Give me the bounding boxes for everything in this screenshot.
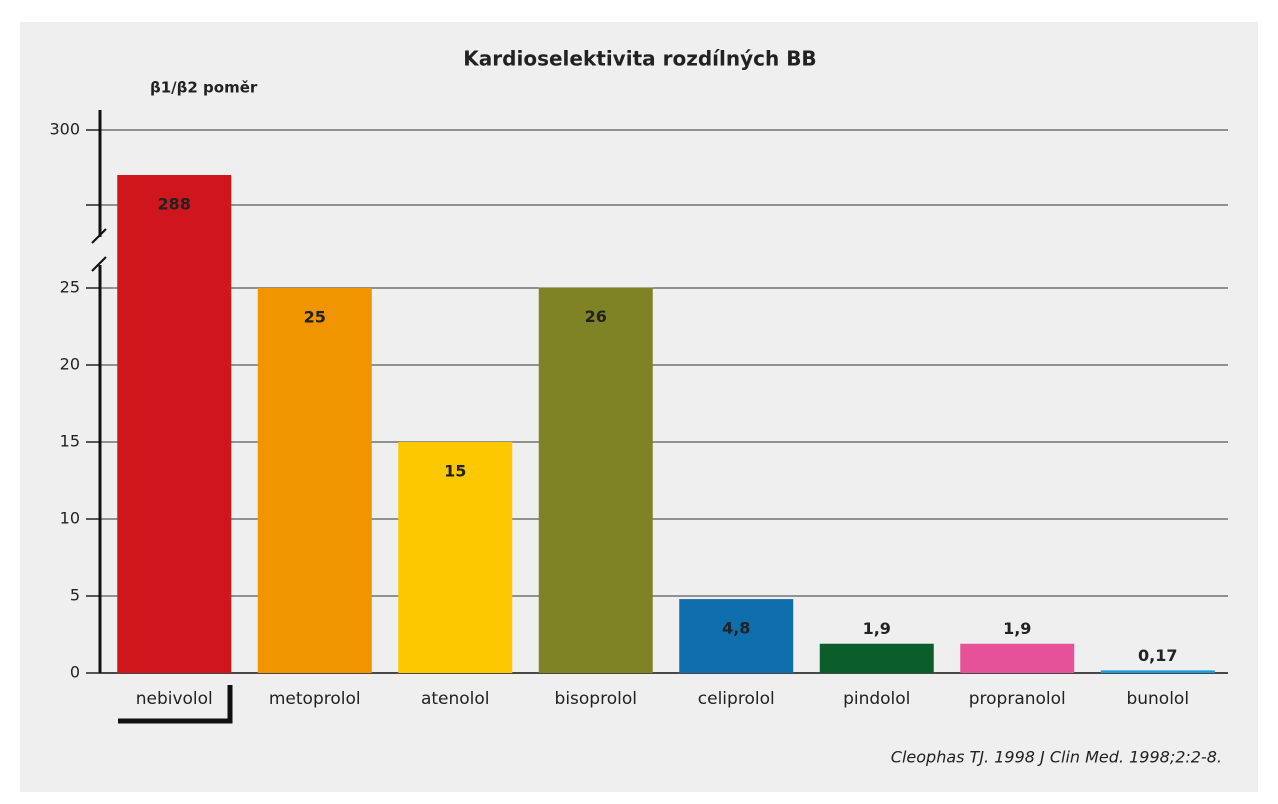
- bar: [960, 643, 1075, 673]
- bar: [538, 287, 653, 673]
- x-tick-label: pindolol: [843, 689, 910, 709]
- y-tick-label: 10: [60, 509, 80, 528]
- bar: [819, 643, 934, 673]
- y-tick-label: 15: [60, 432, 80, 451]
- x-tick-label: bunolol: [1126, 689, 1189, 709]
- axis-break: [91, 256, 107, 272]
- value-label: 25: [304, 308, 326, 327]
- value-label: 15: [444, 462, 466, 481]
- value-label: 288: [158, 195, 191, 214]
- value-label: 4,8: [722, 619, 750, 638]
- y-axis-label: β1/β2 poměr: [150, 79, 258, 97]
- value-label: 1,9: [1003, 619, 1031, 638]
- value-label: 26: [585, 307, 607, 326]
- y-tick-label: 25: [60, 278, 80, 297]
- bar: [398, 442, 513, 673]
- x-tick-label: bisoprolol: [555, 689, 637, 709]
- y-tick-label: 5: [70, 586, 80, 605]
- bar: [1100, 670, 1215, 673]
- y-tick-label: 20: [60, 355, 80, 374]
- bar: [679, 599, 794, 673]
- chart-title: Kardioselektivita rozdílných BB: [463, 47, 816, 71]
- x-tick-label: metoprolol: [269, 689, 361, 709]
- value-label: 1,9: [863, 619, 891, 638]
- bar: [257, 288, 372, 673]
- x-tick-label: atenolol: [421, 689, 490, 709]
- y-tick-label: 300: [49, 120, 80, 139]
- y-tick-label: 0: [70, 663, 80, 682]
- bar: [117, 175, 232, 673]
- x-tick-label: propranolol: [969, 689, 1066, 709]
- axis-break: [91, 228, 107, 244]
- x-tick-label: nebivolol: [136, 689, 213, 709]
- value-label: 0,17: [1138, 646, 1177, 665]
- x-tick-label: celiprolol: [698, 689, 775, 709]
- highlight-bracket: [118, 685, 233, 724]
- source: Cleophas TJ. 1998 J Clin Med. 1998;2:2-8…: [891, 748, 1222, 767]
